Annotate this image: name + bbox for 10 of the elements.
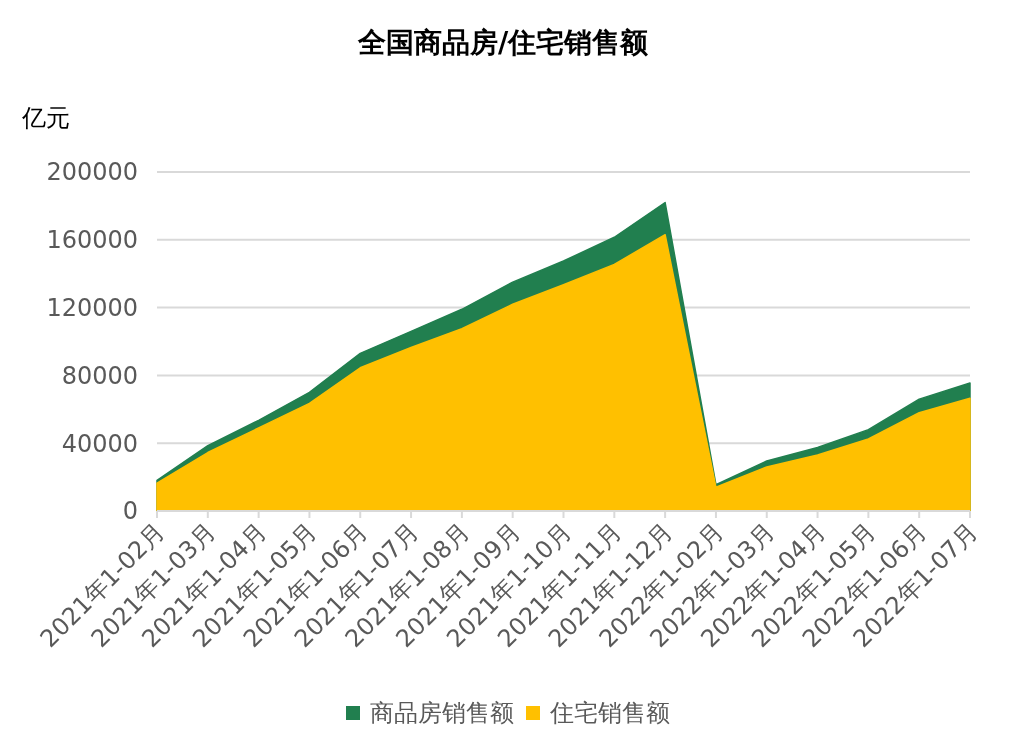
y-tick-label: 200000 <box>46 158 138 187</box>
y-tick-label: 40000 <box>61 429 138 458</box>
y-axis-title: 亿元 <box>21 104 70 132</box>
y-tick-label: 0 <box>122 497 138 526</box>
legend-label: 住宅销售额 <box>549 699 670 728</box>
legend-label: 商品房销售额 <box>370 699 514 728</box>
chart-title: 全国商品房/住宅销售额 <box>356 26 650 59</box>
y-tick-label: 160000 <box>46 226 138 255</box>
y-tick-label: 80000 <box>61 361 138 390</box>
y-tick-label: 120000 <box>46 294 138 322</box>
